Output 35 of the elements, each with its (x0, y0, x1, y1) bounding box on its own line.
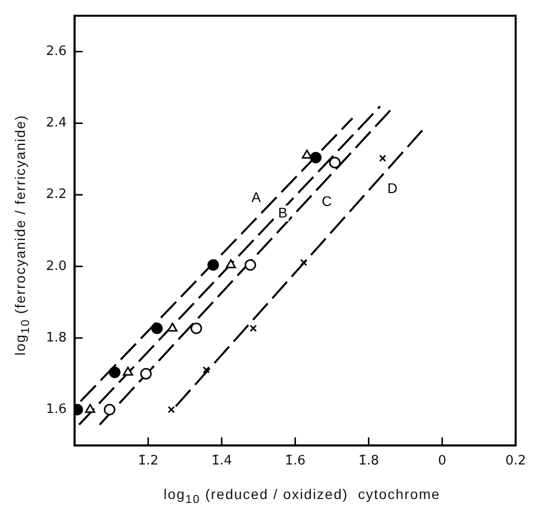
point (104, 404, 116, 416)
x-axis-title: log$_{10}$ (reduced / oxidized) cytochrome (162, 486, 442, 506)
point (226, 259, 236, 268)
y-tick-label: 2.4 (46, 116, 67, 131)
series-label: B (278, 204, 288, 220)
x-tick-label: 0.2 (505, 454, 526, 469)
x-tick-label: 1̄.2 (138, 454, 159, 469)
point (202, 366, 210, 374)
point (168, 406, 175, 414)
point (310, 152, 322, 164)
point (250, 324, 257, 332)
point (244, 259, 256, 271)
y-tick-label: 1.6 (46, 402, 67, 417)
x-tick-label: 1̄.8 (358, 454, 380, 469)
x-tick-label: 1̄.4 (211, 454, 232, 469)
point (167, 322, 178, 332)
series-label: D (387, 180, 398, 196)
point (300, 258, 308, 266)
point (207, 259, 219, 271)
point (329, 156, 341, 168)
x-tick-label: 0 (438, 454, 446, 469)
y-tick-label: 1.8 (46, 330, 67, 346)
point (108, 366, 120, 378)
series-label: C (322, 192, 332, 209)
series-label: A (252, 188, 262, 205)
y-tick-label: 2.0 (46, 258, 67, 274)
point (140, 368, 152, 380)
point (122, 366, 134, 376)
point (379, 154, 386, 162)
point (85, 404, 96, 413)
y-tick-label: 2.6 (46, 44, 67, 59)
point (190, 322, 202, 334)
x-tick-label: 1̄.6 (284, 454, 306, 469)
y-tick-label: 2.2 (46, 187, 67, 202)
point (151, 322, 163, 334)
